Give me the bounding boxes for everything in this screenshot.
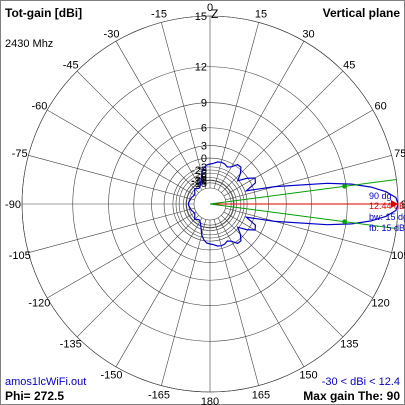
grid-spoke: [115, 217, 203, 367]
radial-tick-label: -9: [197, 173, 207, 185]
max-gain-arrow: [391, 200, 398, 208]
grid-spoke: [213, 22, 259, 189]
max-gain-label: Max gain The: 90: [303, 389, 400, 403]
grid-spoke: [217, 217, 305, 367]
angle-tick-label: -45: [63, 60, 79, 72]
angle-tick-label: -165: [148, 389, 170, 401]
angle-tick-label: -30: [104, 28, 120, 40]
plane-label: Vertical plane: [323, 6, 401, 20]
grid-spoke: [28, 207, 195, 253]
angle-tick-label: -150: [100, 370, 122, 382]
grid-spoke: [115, 41, 203, 191]
angle-tick-label: -120: [28, 298, 50, 310]
max-gain-overlay: [209, 178, 398, 230]
angle-tick-label: 120: [371, 298, 389, 310]
angle-tick-label: 135: [340, 338, 358, 350]
marker-bw-label: bw: 15 dg: [369, 212, 405, 222]
angle-tick-label: -15: [151, 9, 167, 21]
angle-tick-label: 180: [201, 396, 219, 405]
angle-tick-label: 150: [299, 370, 317, 382]
grid-spoke: [213, 219, 259, 386]
beamwidth-marker: [342, 219, 347, 225]
angle-tick-label: 0: [207, 2, 213, 14]
phi-label: Phi= 272.5: [5, 389, 64, 403]
frequency-label: 2430 Mhz: [5, 38, 53, 50]
angle-tick-labels: 0153045607590105120135150165180-165-150-…: [5, 2, 405, 405]
marker-angle-label: 90 dg: [369, 191, 392, 201]
angle-tick-label: 75: [394, 148, 405, 160]
grid-spoke: [221, 215, 344, 338]
grid-spoke: [225, 155, 392, 201]
chart-title: Tot-gain [dBi]: [5, 6, 82, 20]
angle-tick-label: -90: [5, 199, 21, 211]
radial-tick-label: -12: [191, 176, 207, 188]
grid-spoke: [47, 109, 197, 197]
gain-pattern: [187, 161, 399, 247]
radial-tick-label: 9: [201, 98, 207, 110]
angle-tick-label: 105: [391, 250, 405, 262]
grid-spoke: [223, 211, 373, 299]
beamwidth-line: [209, 203, 397, 230]
radial-tick-label: 3: [201, 141, 207, 153]
grid-spoke: [221, 70, 344, 193]
angle-tick-label: 45: [343, 60, 355, 72]
angle-tick-label: -105: [9, 250, 31, 262]
gain-range-label: -30 < dBi < 12.4: [322, 376, 400, 388]
radial-tick-label: -3: [197, 162, 207, 174]
marker-fb-label: fb: 15 dB: [369, 223, 405, 233]
gain-pattern-trace: [187, 161, 399, 247]
grid-spoke: [225, 207, 392, 253]
angle-tick-label: -135: [60, 338, 82, 350]
grid-spoke: [76, 215, 199, 338]
beamwidth-marker: [342, 183, 347, 189]
radial-tick-label: -35: [191, 175, 207, 187]
radial-tick-label: 0: [201, 153, 207, 165]
grid-spoke: [28, 155, 195, 201]
marker-gain-label: 12.44 dB: [369, 201, 405, 211]
angle-tick-label: 15: [255, 9, 267, 21]
radial-tick-label: -15: [191, 178, 207, 190]
grid-spoke: [217, 41, 305, 191]
grid-spoke: [47, 211, 197, 299]
angle-tick-label: -75: [12, 148, 28, 160]
radial-tick-label: 6: [201, 123, 207, 135]
beamwidth-line: [209, 178, 397, 205]
grid-spoke: [161, 22, 207, 189]
angle-tick-label: 60: [374, 101, 386, 113]
angle-tick-label: 90: [401, 199, 405, 211]
grid-spoke: [223, 109, 373, 197]
angle-tick-label: 165: [252, 389, 270, 401]
angle-tick-label: -60: [31, 101, 47, 113]
radial-tick-label: -25: [191, 165, 207, 177]
filename-label: amos1lcWiFi.out: [5, 376, 86, 388]
grid-spoke: [161, 219, 207, 386]
z-axis-label: Z: [211, 7, 218, 21]
grid-spoke: [76, 70, 199, 193]
radial-tick-label: 12: [195, 62, 207, 74]
radial-tick-label: 15: [195, 11, 207, 23]
angle-tick-label: 30: [302, 28, 314, 40]
